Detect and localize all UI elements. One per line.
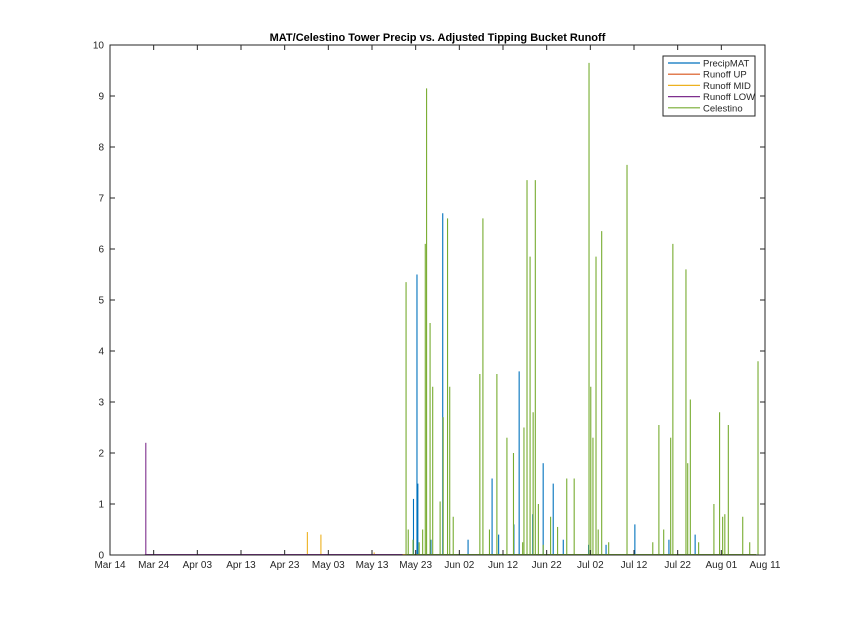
x-tick-label: May 23 <box>399 560 432 571</box>
y-tick-label: 8 <box>98 143 104 154</box>
y-tick-label: 4 <box>98 347 104 358</box>
y-tick-label: 1 <box>98 500 104 511</box>
y-tick-label: 7 <box>98 194 104 205</box>
legend-label: Runoff MID <box>703 81 751 92</box>
axes-layer: 0 1 2 3 4 5 6 7 8 9 10 Mar 14 Mar 24 Apr 03 Apr 13 Apr … <box>93 41 781 572</box>
x-tick-label: Jul 02 <box>577 560 604 571</box>
y-tick-label: 9 <box>98 92 104 103</box>
x-tick-label: Apr 13 <box>226 560 256 571</box>
x-tick-label: Apr 03 <box>183 560 213 571</box>
y-tick-label: 5 <box>98 296 104 307</box>
chart-title: MAT/Celestino Tower Precip vs. Adjusted … <box>270 32 606 44</box>
x-tick-label: Jun 02 <box>444 560 474 571</box>
y-tick-label: 2 <box>98 449 104 460</box>
x-tick-label: Jun 22 <box>532 560 562 571</box>
x-tick-label: Aug 11 <box>750 560 781 571</box>
y-tick-label: 10 <box>93 41 105 52</box>
x-tick-label: Apr 23 <box>270 560 300 571</box>
series-layer <box>144 62 759 555</box>
series-celestino <box>405 62 759 555</box>
x-tick-label: Jul 12 <box>621 560 648 571</box>
x-tick-label: Mar 14 <box>94 560 126 571</box>
x-tick-label: Jun 12 <box>488 560 518 571</box>
y-tick-label: 0 <box>98 551 104 562</box>
legend-label: Runoff LOW <box>703 92 755 103</box>
x-tick-label: May 13 <box>356 560 389 571</box>
legend-label: PrecipMAT <box>703 59 749 70</box>
x-tick-label: Jul 22 <box>664 560 691 571</box>
legend-label: Runoff UP <box>703 70 747 81</box>
y-tick-label: 6 <box>98 245 104 256</box>
x-tick-label: May 03 <box>312 560 345 571</box>
plot-area <box>110 45 765 555</box>
x-tick-label: Mar 24 <box>138 560 170 571</box>
legend-label: Celestino <box>703 103 743 114</box>
x-tick-label: Aug 01 <box>705 560 737 571</box>
y-tick-label: 3 <box>98 398 104 409</box>
